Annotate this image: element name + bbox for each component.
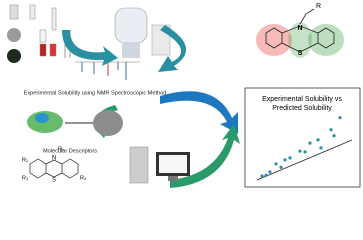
point <box>268 170 272 174</box>
point <box>288 156 292 160</box>
vials <box>7 4 71 63</box>
arrow <box>170 124 240 188</box>
substituent: R₄ <box>80 175 87 181</box>
bottom-label: Molecular Descriptors <box>43 148 97 154</box>
arrow <box>62 30 118 66</box>
atom-s: S <box>298 50 303 57</box>
point <box>260 174 264 178</box>
computer <box>129 146 190 184</box>
arrow <box>158 25 187 72</box>
atom-n: N <box>297 25 302 32</box>
molecule-bottom <box>29 158 79 179</box>
point <box>283 158 287 162</box>
plot-title: Experimental Solubility vs <box>262 96 342 103</box>
point <box>303 150 307 154</box>
substituent: R₃ <box>22 175 28 181</box>
point <box>264 173 268 177</box>
atom-s: S <box>52 178 56 184</box>
atom-n: N <box>52 156 56 162</box>
descriptor-surfaces <box>27 110 123 136</box>
plot-frame <box>244 87 361 188</box>
substituent: R <box>316 3 321 10</box>
point <box>298 149 302 153</box>
point <box>274 162 278 166</box>
substituent: R₁ <box>58 146 64 152</box>
graphic-abstract: Experimental Solubility using NMR Spectr… <box>7 3 361 188</box>
point <box>329 128 333 132</box>
spectrum <box>75 61 140 80</box>
point <box>338 116 342 120</box>
substituent: R₂ <box>22 157 28 163</box>
point <box>308 141 312 145</box>
top-label: Experimental Solubility using NMR Spectr… <box>24 90 167 96</box>
nmr-instrument <box>114 7 171 58</box>
point <box>319 146 323 150</box>
point <box>316 138 320 142</box>
molecule-top <box>256 8 344 58</box>
main-arrow <box>160 91 238 134</box>
trend-line <box>256 139 353 181</box>
point <box>332 134 336 138</box>
point <box>279 165 283 169</box>
plot-title: Predicted Solubility <box>272 105 332 112</box>
